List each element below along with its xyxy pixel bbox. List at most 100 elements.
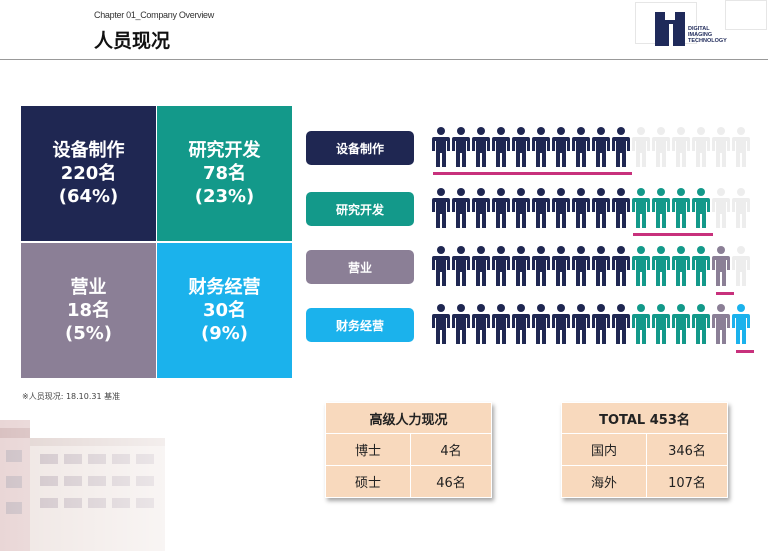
person-icon [512,246,530,286]
footnote: ※人员现况: 18.10.31 基准 [22,392,121,401]
person-icon [532,127,550,167]
header-divider [0,59,768,60]
category-pill-finance: 财务经营 [306,308,414,342]
person-icon [612,304,630,344]
person-icon [652,188,670,228]
highlight-underline [716,292,734,295]
person-icon [672,304,690,344]
row-label: 硕士 [325,465,411,498]
tile-name: 营业 [70,277,107,298]
person-icon [632,127,650,167]
row-value: 4名 [410,433,492,466]
person-icon [652,246,670,286]
table-title: 高级人力现况 [325,402,492,434]
person-icon [672,188,690,228]
person-icon [552,246,570,286]
logo-text: DIGITAL IMAGING TECHNOLOGY [688,26,727,44]
row-label: 博士 [325,433,411,466]
person-icon [632,304,650,344]
chapter-label: Chapter 01_Company Overview [94,10,214,20]
person-icon [532,304,550,344]
category-pill-rnd: 研究开发 [306,192,414,226]
person-icon [472,304,490,344]
person-icon [572,304,590,344]
person-icon [452,304,470,344]
tile-name: 财务经营 [188,277,261,298]
person-icon [592,188,610,228]
person-icon [592,127,610,167]
person-icon [712,246,730,286]
person-icon [632,246,650,286]
person-icon [512,188,530,228]
person-icon [712,127,730,167]
person-icon [652,304,670,344]
tile-finance: 财务经营 30名 (9%) [157,243,292,378]
tile-percent: (9%) [200,323,248,344]
row-value: 346名 [646,433,728,466]
row-value: 46名 [410,465,492,498]
person-icon [572,188,590,228]
highlight-underline [736,350,754,353]
category-pill-equipment: 设备制作 [306,131,414,165]
person-icon [432,246,450,286]
tile-name: 研究开发 [188,140,261,161]
tile-percent: (23%) [194,186,255,207]
person-icon [592,304,610,344]
person-icon [732,127,750,167]
person-icon [472,127,490,167]
person-icon [492,304,510,344]
advanced-talent-table: 高级人力现况 博士 4名 硕士 46名 [325,402,492,498]
page-title: 人员现况 [94,30,171,52]
person-icon [452,246,470,286]
table-row: 博士 4名 [325,433,492,466]
person-icon [532,188,550,228]
row-value: 107名 [646,465,728,498]
category-pill-sales: 营业 [306,250,414,284]
person-icon [672,246,690,286]
person-icon [612,127,630,167]
person-icon [492,127,510,167]
person-icon [512,304,530,344]
person-icon [452,127,470,167]
person-icon [452,188,470,228]
person-icon [552,127,570,167]
person-icon [552,188,570,228]
table-title: TOTAL 453名 [561,402,728,434]
person-icon [692,188,710,228]
person-icon [432,188,450,228]
person-icon [432,304,450,344]
person-icon [492,188,510,228]
tile-count: 78名 [202,163,247,184]
person-icon [592,246,610,286]
tile-name: 设备制作 [52,140,125,161]
tile-rnd: 研究开发 78名 (23%) [157,106,292,241]
person-icon [472,188,490,228]
logo-mark-icon [655,12,685,46]
tile-count: 220名 [60,163,117,184]
person-icon [512,127,530,167]
person-icon [612,188,630,228]
person-icon [712,188,730,228]
person-icon [732,304,750,344]
person-icon [732,188,750,228]
company-logo: DIGITAL IMAGING TECHNOLOGY [635,0,767,50]
table-row: 硕士 46名 [325,465,492,498]
person-icon [712,304,730,344]
tile-count: 18名 [66,300,111,321]
tile-equipment: 设备制作 220名 (64%) [21,106,156,241]
total-headcount-table: TOTAL 453名 国内 346名 海外 107名 [561,402,728,498]
person-icon [612,246,630,286]
highlight-underline [433,172,632,175]
tile-count: 30名 [202,300,247,321]
person-icon [732,246,750,286]
tile-percent: (64%) [58,186,119,207]
person-icon [692,246,710,286]
person-icon [692,304,710,344]
highlight-underline [633,233,713,236]
row-label: 国内 [561,433,647,466]
row-label: 海外 [561,465,647,498]
person-icon [652,127,670,167]
person-icon [532,246,550,286]
tile-percent: (5%) [64,323,112,344]
table-row: 海外 107名 [561,465,728,498]
